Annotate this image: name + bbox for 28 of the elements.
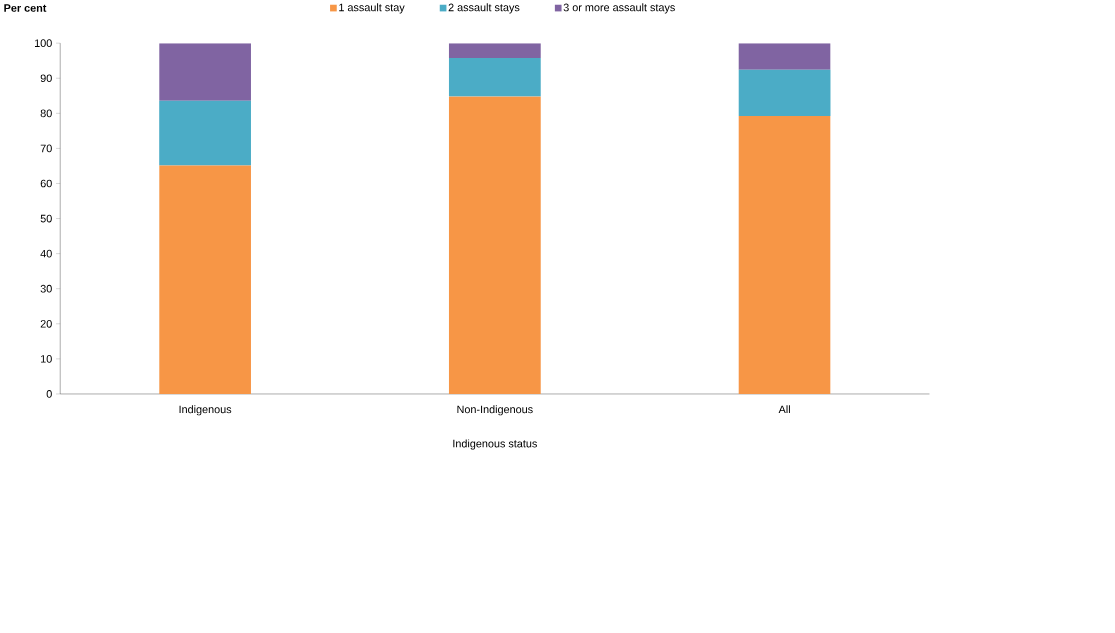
bar <box>738 43 831 71</box>
y-tick-label: 60 <box>40 179 52 188</box>
y-tick-label: 20 <box>40 320 52 328</box>
x-tick-label: Non-Indigenous <box>457 405 533 416</box>
legend-label: 1 assault stay <box>339 3 405 14</box>
y-tick-label: 100 <box>34 39 52 48</box>
y-tick-label: 40 <box>40 250 52 258</box>
bar <box>448 96 541 395</box>
y-tick-label: 10 <box>41 355 52 363</box>
bar <box>738 116 831 395</box>
legend-label: 2 assault stays <box>448 3 520 14</box>
x-tick-label: Indigenous <box>179 405 232 416</box>
legend-label: 3 or more assault stays <box>563 3 675 14</box>
y-tick-label: 0 <box>46 390 52 399</box>
y-axis-title: Per cent <box>4 4 47 13</box>
x-tick-label: All <box>778 405 790 414</box>
x-axis-title: Indigenous status <box>453 439 537 450</box>
y-tick-label: 90 <box>40 74 52 83</box>
bar <box>448 58 541 97</box>
bar <box>159 43 251 101</box>
bar <box>159 100 251 166</box>
y-tick-label: 30 <box>40 285 52 293</box>
bar <box>448 43 541 59</box>
bar <box>738 70 831 117</box>
y-tick-label: 70 <box>40 144 52 153</box>
bar <box>159 165 251 395</box>
y-tick-label: 80 <box>40 109 52 118</box>
y-tick-label: 50 <box>40 214 52 223</box>
